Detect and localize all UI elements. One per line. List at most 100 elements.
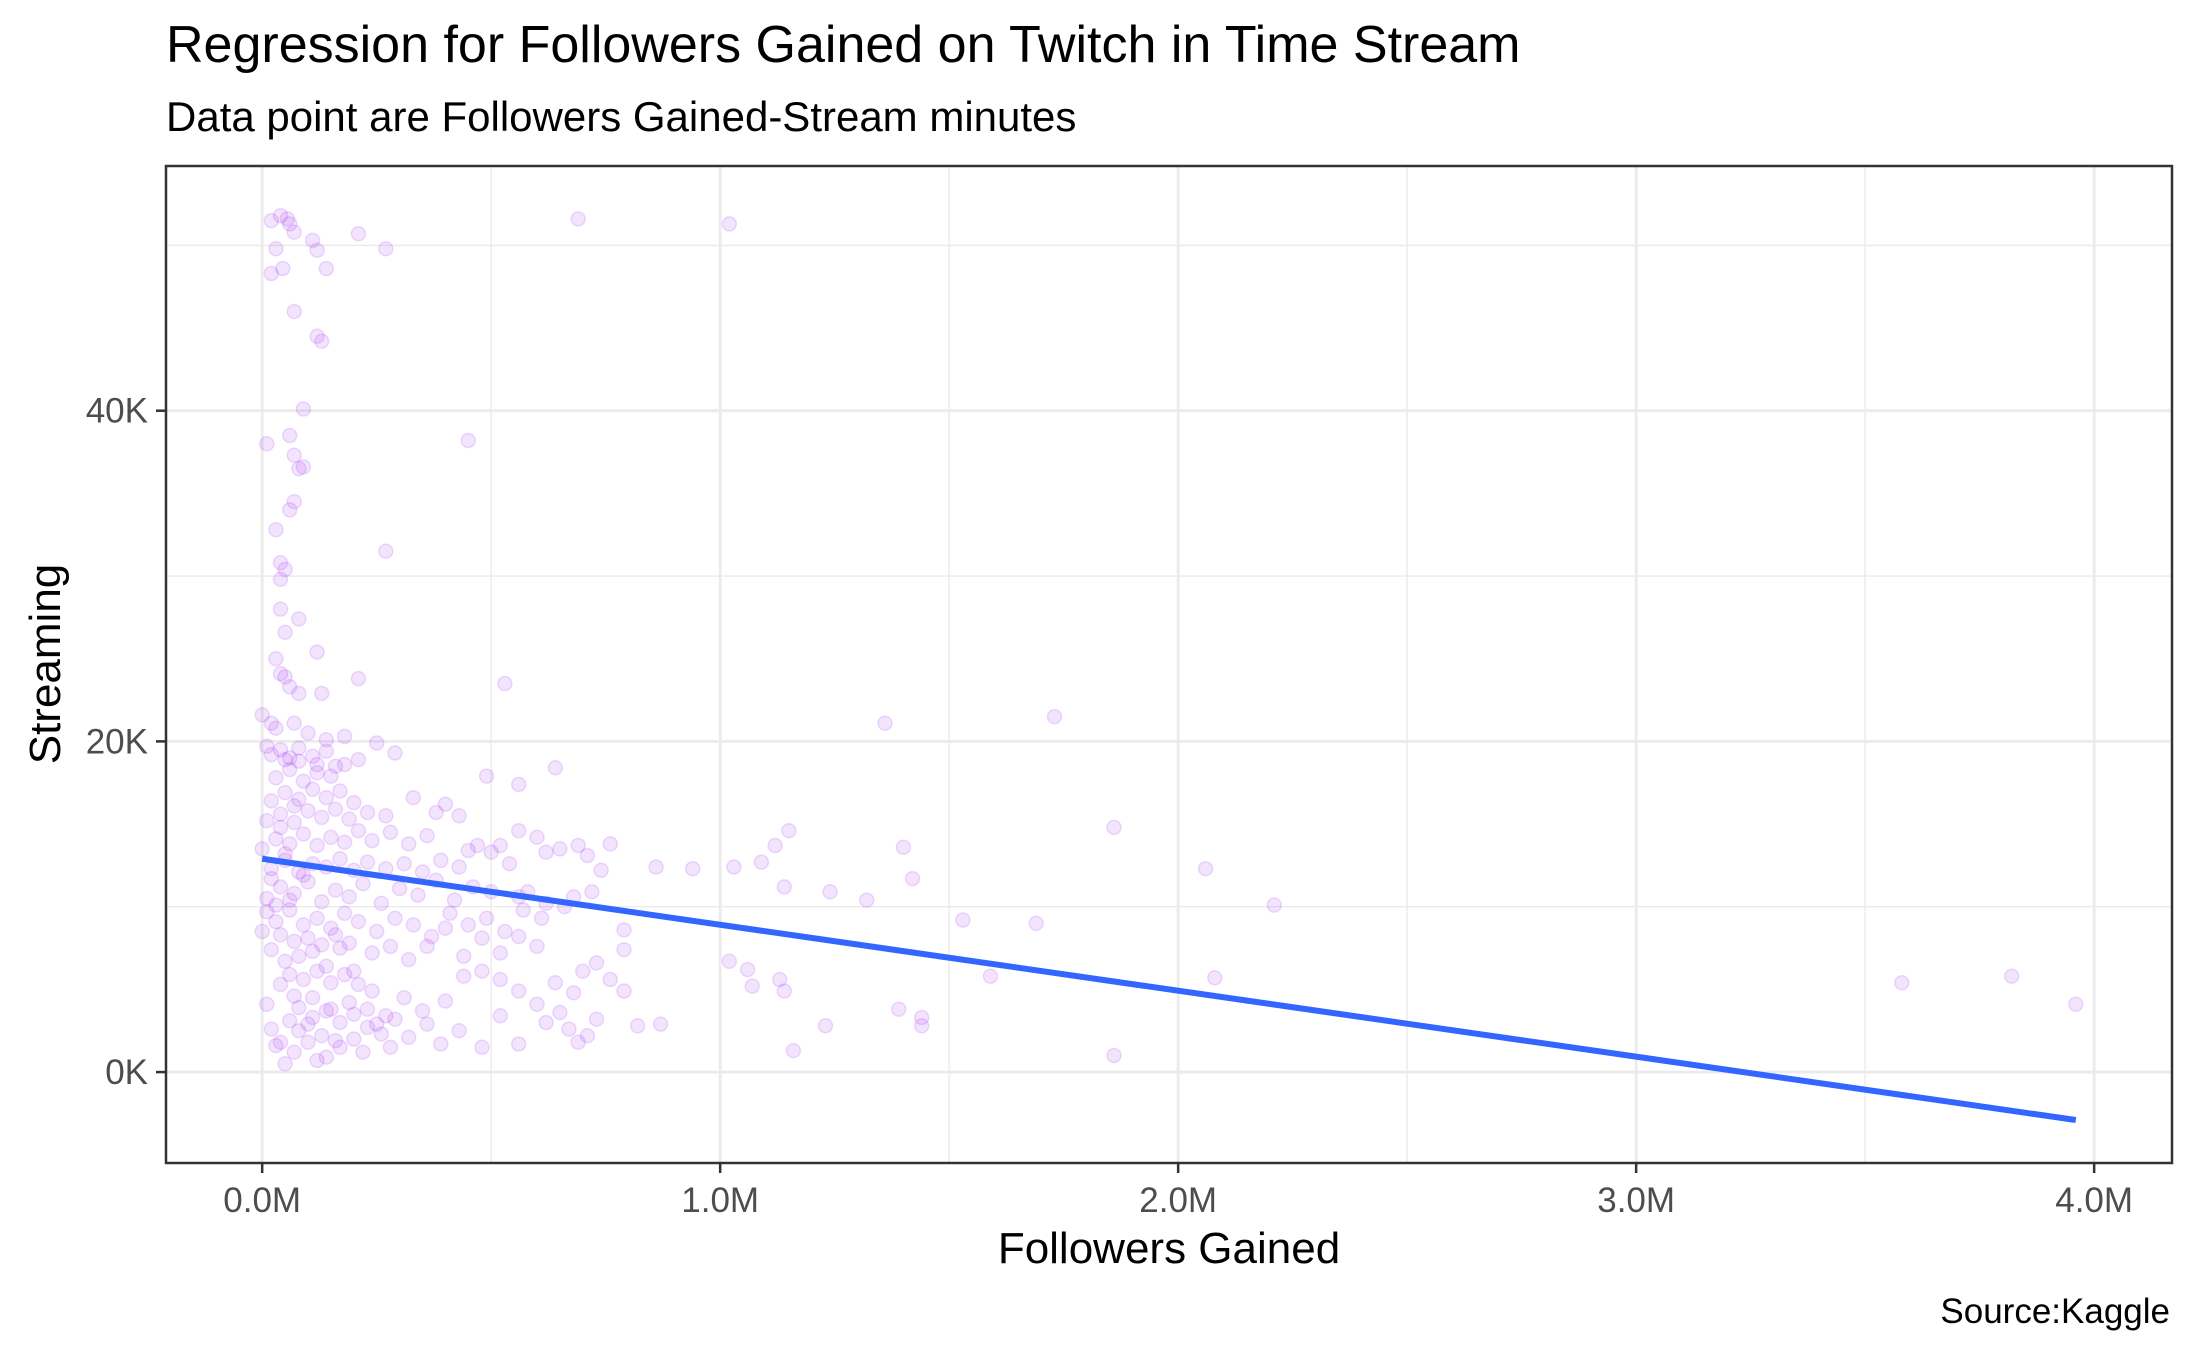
data-point <box>323 920 339 936</box>
data-point <box>263 941 280 958</box>
data-point <box>478 768 495 784</box>
data-point <box>286 988 302 1004</box>
data-point <box>286 224 302 240</box>
data-point <box>286 1044 302 1060</box>
data-point <box>913 1009 930 1026</box>
data-point <box>451 859 467 875</box>
grid <box>166 166 2172 1163</box>
data-point <box>291 740 307 756</box>
data-point <box>648 859 664 875</box>
data-point <box>304 943 321 960</box>
data-point <box>259 436 275 452</box>
data-point <box>309 328 325 345</box>
data-point <box>275 260 291 277</box>
data-point <box>822 884 838 900</box>
data-point <box>368 735 385 751</box>
data-point <box>684 860 701 877</box>
data-point <box>318 1003 335 1019</box>
data-point <box>721 216 738 232</box>
data-point <box>263 746 280 763</box>
data-point <box>510 1036 527 1052</box>
x-axis: 0.0M 1.0M 2.0M 3.0M 4.0M <box>223 1163 2133 1220</box>
data-point <box>268 720 284 736</box>
data-point <box>350 976 367 993</box>
data-point <box>295 867 312 884</box>
data-point <box>474 930 490 946</box>
data-point <box>268 240 284 257</box>
data-point <box>529 829 545 846</box>
data-point <box>460 432 477 449</box>
data-point <box>281 679 298 695</box>
data-point <box>259 890 275 907</box>
data-point <box>446 892 463 908</box>
data-point <box>327 758 344 774</box>
data-point <box>982 968 999 984</box>
data-point <box>272 976 289 993</box>
data-point <box>309 242 325 259</box>
data-point <box>281 750 298 766</box>
data-point <box>304 748 321 765</box>
data-point <box>895 839 912 855</box>
data-point <box>268 897 284 913</box>
plot-panel <box>166 166 2172 1163</box>
data-point <box>570 837 586 854</box>
data-point <box>451 808 467 824</box>
data-point <box>323 975 339 991</box>
data-point <box>281 966 298 983</box>
data-point <box>2068 996 2084 1013</box>
data-point <box>259 738 275 755</box>
data-point <box>781 822 797 839</box>
data-point <box>346 1031 362 1047</box>
data-point <box>858 892 875 908</box>
data-point <box>313 809 330 826</box>
plot-border <box>164 164 2174 1165</box>
data-point <box>378 808 394 824</box>
y-tick-label: 20K <box>86 722 148 761</box>
data-point <box>419 827 435 844</box>
data-point <box>254 841 270 857</box>
data-point <box>460 842 477 859</box>
data-point <box>272 927 289 943</box>
data-point <box>460 917 477 933</box>
data-point <box>387 1011 403 1027</box>
data-point <box>437 993 454 1009</box>
data-point <box>272 665 289 682</box>
data-point <box>341 994 357 1011</box>
data-point <box>419 938 435 955</box>
data-point <box>346 1006 362 1022</box>
data-point <box>378 543 394 559</box>
data-point <box>332 1014 348 1031</box>
data-point <box>277 751 293 768</box>
data-point <box>469 837 486 854</box>
data-point <box>272 879 289 895</box>
data-point <box>510 928 527 945</box>
data-point <box>423 928 440 945</box>
data-point <box>350 226 367 242</box>
data-point <box>368 923 385 940</box>
data-point <box>579 1027 596 1044</box>
data-point <box>1266 897 1283 913</box>
data-point <box>286 303 302 320</box>
data-point <box>455 948 472 965</box>
data-point <box>277 1056 293 1072</box>
data-point <box>382 938 399 955</box>
data-point <box>268 770 284 786</box>
data-point <box>414 1003 431 1019</box>
x-tick-label: 4.0M <box>2055 1181 2133 1220</box>
data-point <box>277 953 293 970</box>
data-point <box>350 913 367 930</box>
data-point <box>405 917 422 933</box>
data-point <box>254 707 270 723</box>
data-point <box>254 923 270 940</box>
data-point <box>492 1008 509 1024</box>
x-tick-label: 0.0M <box>223 1181 301 1220</box>
data-point <box>396 989 412 1006</box>
data-point <box>268 831 284 847</box>
data-point <box>336 756 353 773</box>
data-point <box>497 675 513 692</box>
data-point <box>368 1016 385 1032</box>
data-point <box>355 1044 371 1060</box>
data-point <box>313 937 330 953</box>
data-point <box>263 793 280 809</box>
data-point <box>323 768 339 784</box>
